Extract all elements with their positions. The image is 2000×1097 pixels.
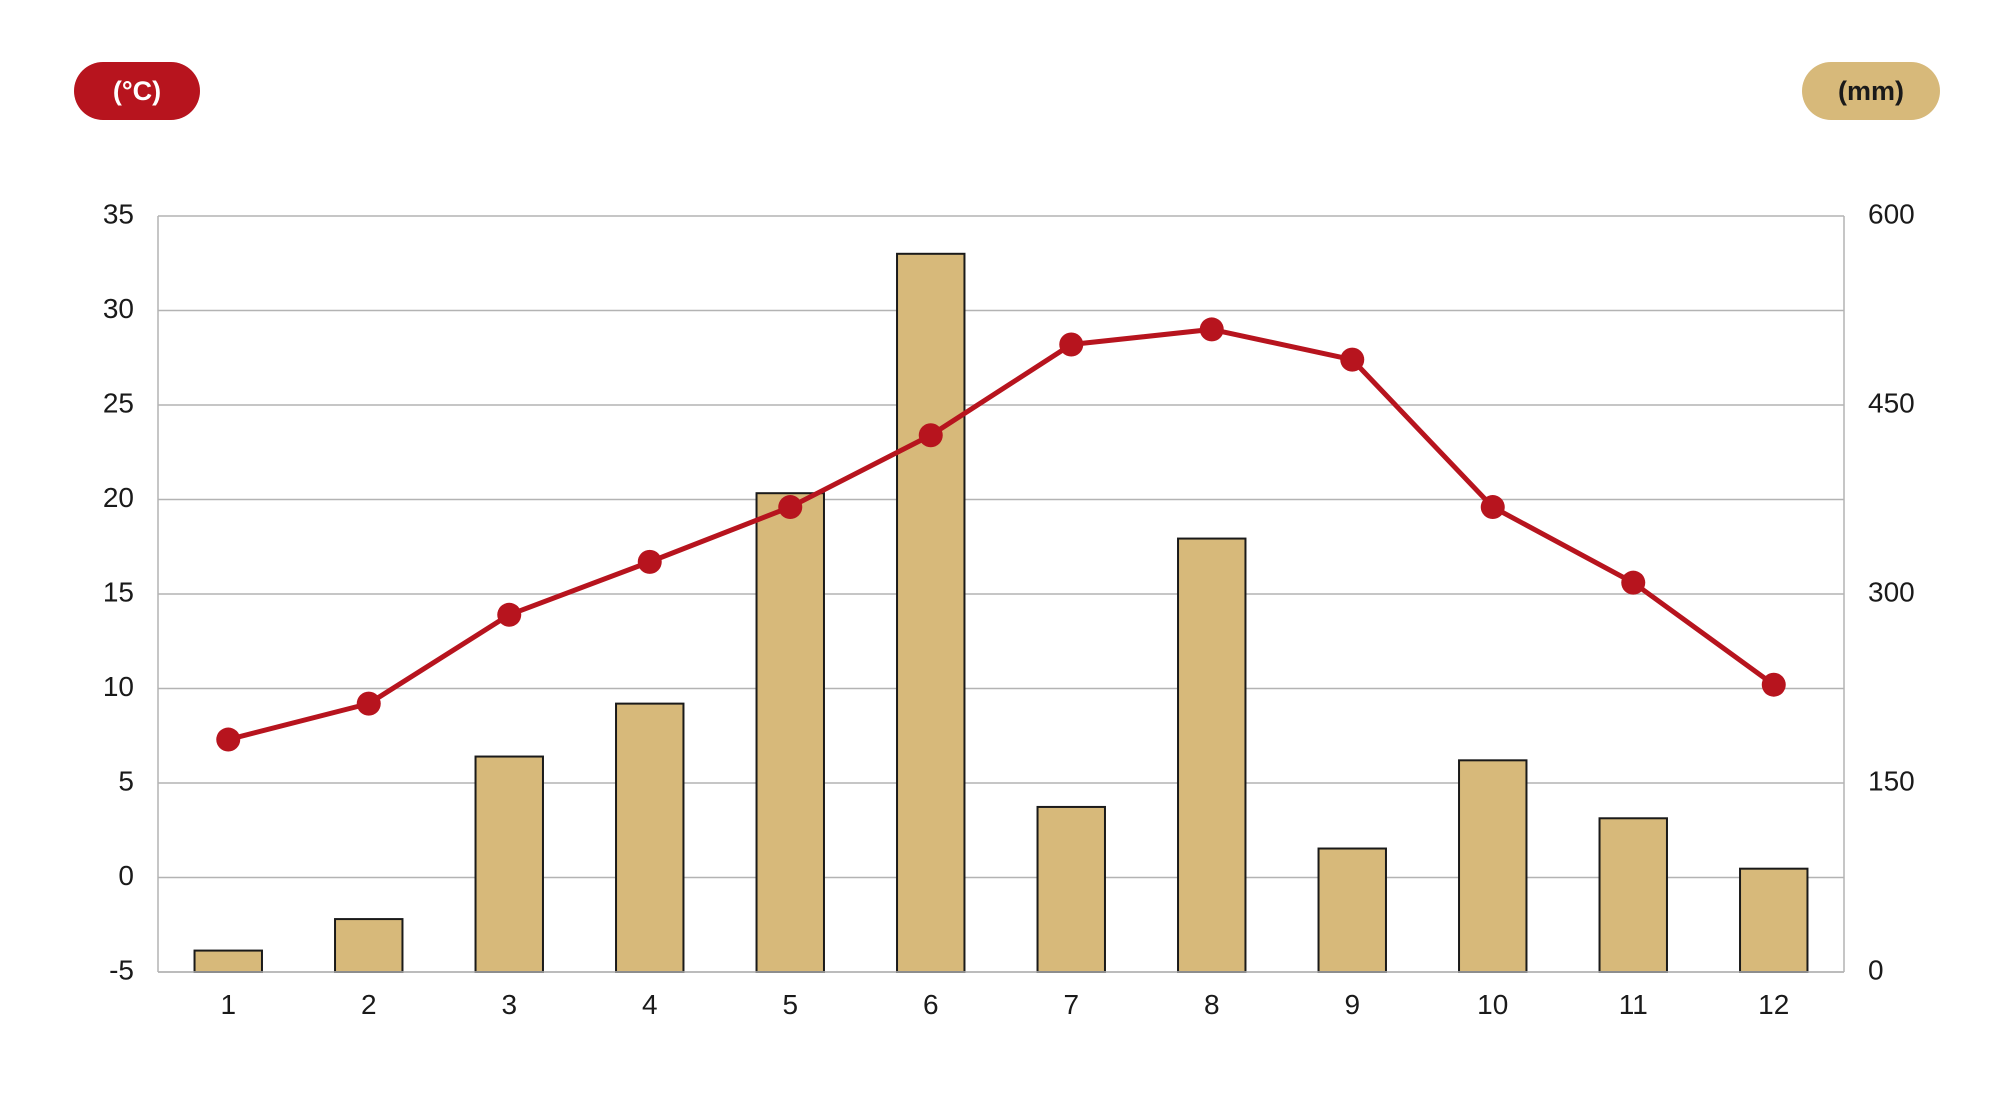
- precipitation-bar: [757, 493, 824, 972]
- y-right-tick-label: 300: [1868, 576, 1915, 607]
- x-tick-label: 6: [923, 989, 939, 1020]
- temperature-marker: [1481, 495, 1505, 519]
- temperature-marker: [497, 603, 521, 627]
- climate-chart-container: (°C) (mm) -50510152025303501503004506001…: [0, 0, 2000, 1092]
- temperature-badge-label: (°C): [113, 76, 161, 107]
- temperature-badge: (°C): [74, 62, 200, 120]
- x-tick-label: 7: [1063, 989, 1079, 1020]
- y-left-tick-label: 15: [103, 576, 134, 607]
- precipitation-bar: [897, 254, 964, 972]
- temperature-marker: [919, 423, 943, 447]
- y-right-tick-label: 600: [1868, 198, 1915, 229]
- x-tick-label: 10: [1477, 989, 1508, 1020]
- temperature-marker: [357, 692, 381, 716]
- x-tick-label: 1: [220, 989, 236, 1020]
- x-tick-label: 11: [1619, 989, 1648, 1020]
- temperature-marker: [778, 495, 802, 519]
- temperature-marker: [1762, 673, 1786, 697]
- x-tick-label: 2: [361, 989, 377, 1020]
- y-left-tick-label: 35: [103, 198, 134, 229]
- y-right-tick-label: 450: [1868, 387, 1915, 418]
- precipitation-bar: [1178, 539, 1245, 972]
- y-right-tick-label: 150: [1868, 765, 1915, 796]
- precipitation-bar: [1319, 849, 1386, 972]
- y-left-tick-label: -5: [109, 954, 134, 985]
- temperature-marker: [1200, 317, 1224, 341]
- x-tick-label: 9: [1344, 989, 1360, 1020]
- precipitation-bar: [616, 704, 683, 972]
- y-left-tick-label: 0: [118, 860, 134, 891]
- precipitation-bar: [335, 919, 402, 972]
- y-left-tick-label: 25: [103, 387, 134, 418]
- x-tick-label: 4: [642, 989, 658, 1020]
- x-tick-label: 5: [782, 989, 798, 1020]
- temperature-marker: [1340, 348, 1364, 372]
- precipitation-bar: [1459, 760, 1526, 972]
- x-tick-label: 3: [501, 989, 517, 1020]
- y-left-tick-label: 30: [103, 293, 134, 324]
- climate-chart: -505101520253035015030045060012345678910…: [0, 0, 2000, 1092]
- temperature-marker: [1059, 333, 1083, 357]
- x-tick-label: 12: [1758, 989, 1789, 1020]
- y-left-tick-label: 5: [118, 765, 134, 796]
- temperature-line: [228, 329, 1774, 739]
- x-tick-label: 8: [1204, 989, 1220, 1020]
- precipitation-bar: [1038, 807, 1105, 972]
- temperature-marker: [1621, 571, 1645, 595]
- y-left-tick-label: 20: [103, 482, 134, 513]
- precipitation-bar: [476, 757, 543, 972]
- precipitation-bar: [195, 951, 262, 972]
- precipitation-badge: (mm): [1802, 62, 1940, 120]
- precipitation-bar: [1740, 869, 1807, 972]
- temperature-marker: [638, 550, 662, 574]
- precipitation-badge-label: (mm): [1838, 76, 1904, 107]
- y-left-tick-label: 10: [103, 671, 134, 702]
- precipitation-bar: [1600, 818, 1667, 972]
- y-right-tick-label: 0: [1868, 954, 1884, 985]
- temperature-marker: [216, 728, 240, 752]
